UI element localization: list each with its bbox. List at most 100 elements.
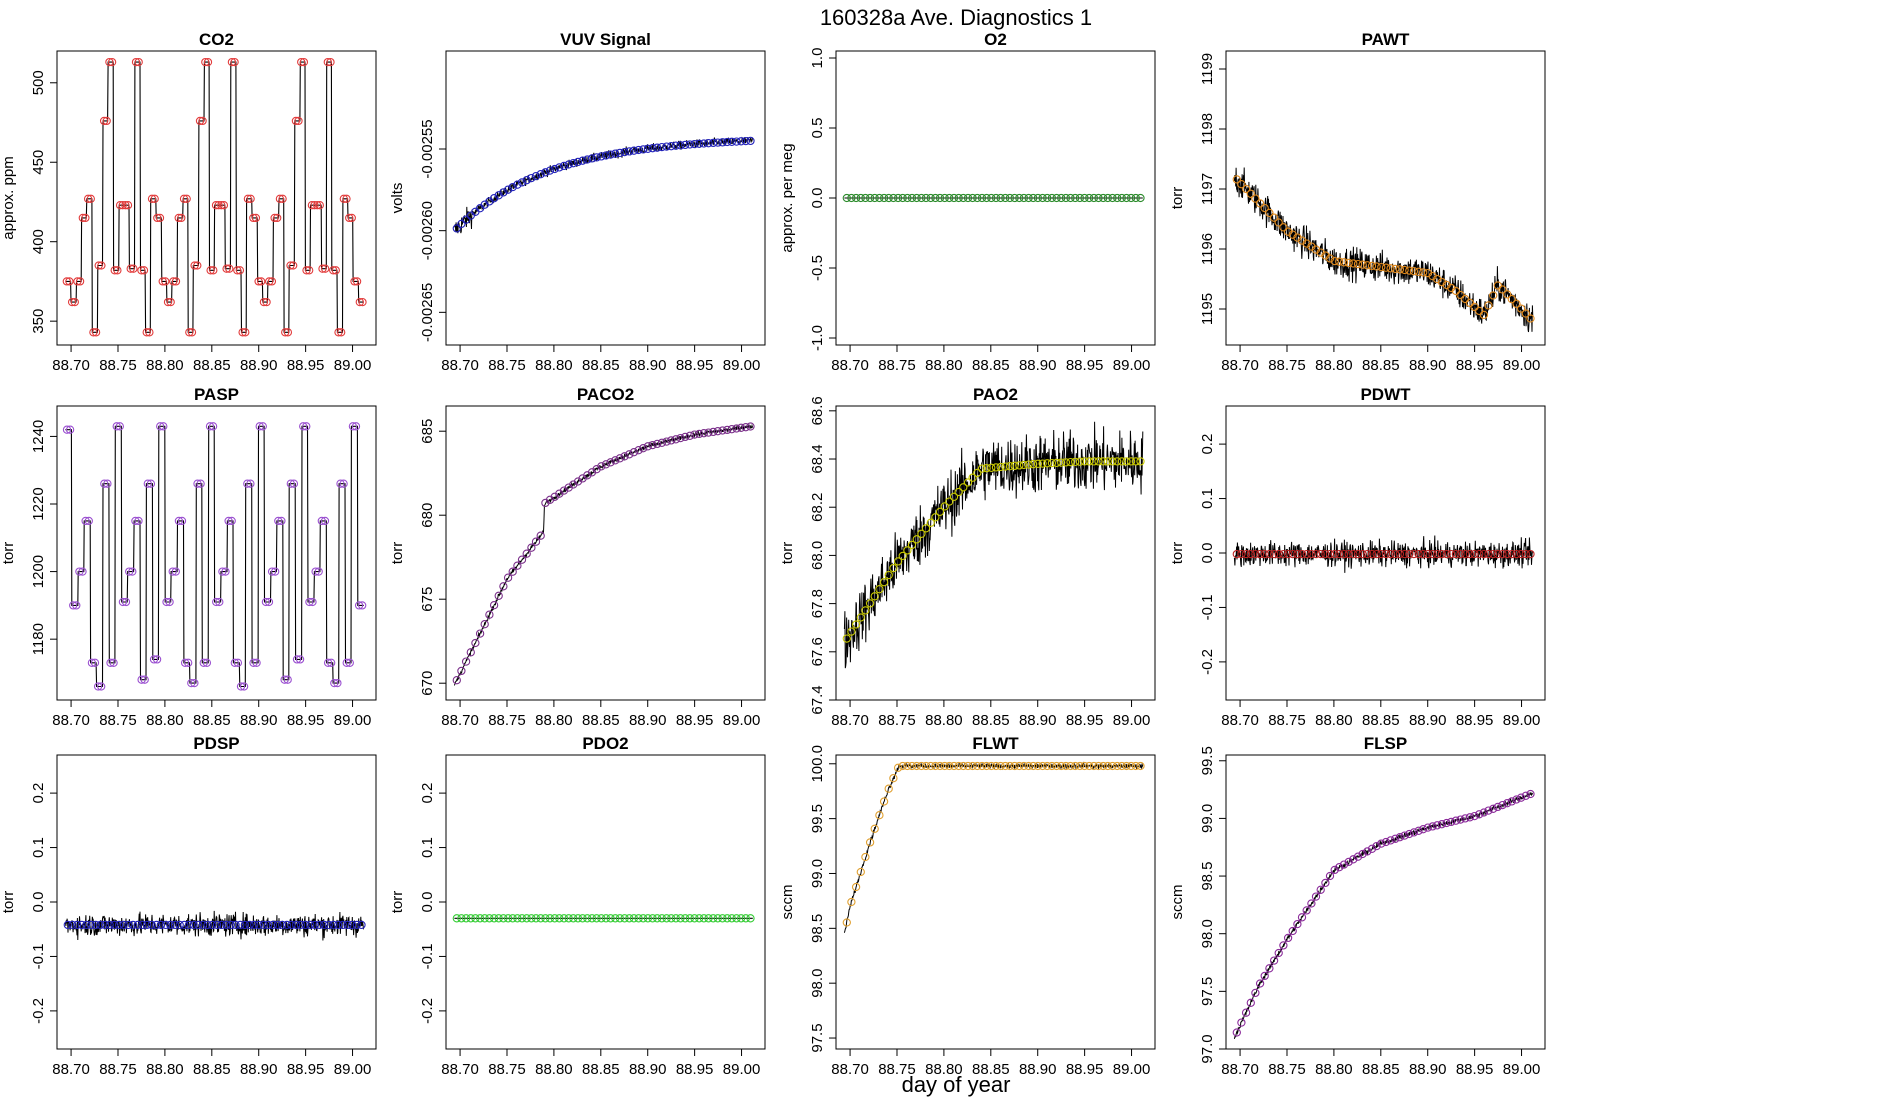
panel-flwt: FLWT 88.70 88.75 88.80 88.85 88.90 88.95 89.00 9… xyxy=(779,734,1156,1078)
data-point xyxy=(1442,818,1451,828)
data-point xyxy=(1099,457,1108,466)
data-point xyxy=(746,914,755,923)
data-point xyxy=(676,914,685,923)
data-point xyxy=(119,920,128,930)
data-point xyxy=(134,516,143,526)
data-point xyxy=(861,606,870,615)
data-point xyxy=(1409,828,1419,837)
data-point xyxy=(879,193,889,203)
data-point xyxy=(196,479,205,488)
data-point xyxy=(1265,549,1274,559)
data-point xyxy=(1001,193,1010,203)
data-point xyxy=(339,479,348,488)
data-point xyxy=(606,150,615,159)
data-point xyxy=(1423,823,1433,832)
data-point xyxy=(1085,761,1094,771)
x-tick-label: 88.75 xyxy=(1268,712,1306,729)
y-tick-label: -1.0 xyxy=(809,325,826,351)
data-point xyxy=(249,658,258,667)
data-point xyxy=(541,914,550,923)
data-point xyxy=(1103,193,1112,203)
y-tick-label: 0.2 xyxy=(1199,434,1216,455)
data-point xyxy=(1512,549,1521,559)
data-point xyxy=(333,678,342,688)
data-point xyxy=(145,328,154,337)
data-point xyxy=(639,914,648,923)
data-point xyxy=(968,193,977,203)
data-point xyxy=(639,444,648,453)
y-tick-label: -0.5 xyxy=(809,255,826,281)
data-point xyxy=(211,201,221,210)
data-point xyxy=(606,914,615,923)
data-point xyxy=(550,914,559,923)
data-point xyxy=(94,261,103,270)
data-point xyxy=(1381,837,1391,847)
data-point xyxy=(1507,797,1516,806)
data-point xyxy=(625,147,634,156)
data-point xyxy=(1099,193,1108,203)
data-point xyxy=(283,328,293,337)
panel-o2: O2 88.70 88.75 88.80 88.85 88.90 88.95 89.00 -1.… xyxy=(779,30,1156,374)
data-point xyxy=(1386,264,1395,273)
data-point xyxy=(987,193,996,203)
x-tick-label: 88.90 xyxy=(629,712,667,729)
data-point xyxy=(667,436,676,445)
data-point xyxy=(452,676,461,685)
data-point xyxy=(236,682,246,691)
data-point xyxy=(1255,199,1265,208)
data-point xyxy=(1489,549,1498,559)
data-point xyxy=(221,567,230,576)
plot-frame xyxy=(445,50,766,346)
data-point xyxy=(522,914,531,923)
data-point xyxy=(1005,761,1015,771)
y-axis-label: approx. per meg xyxy=(779,143,796,252)
data-point xyxy=(513,180,522,189)
data-point xyxy=(1311,892,1321,901)
data-point xyxy=(1335,549,1344,559)
data-point xyxy=(131,57,141,67)
data-point xyxy=(1325,549,1335,559)
data-point xyxy=(1512,299,1521,308)
data-point xyxy=(583,155,592,164)
data-point xyxy=(203,920,212,930)
data-point xyxy=(315,201,324,210)
data-point xyxy=(182,194,191,203)
y-tick-label: 0.0 xyxy=(1199,543,1216,564)
data-point xyxy=(97,261,106,270)
data-point xyxy=(856,613,865,622)
data-point xyxy=(713,138,722,147)
data-point xyxy=(1367,549,1377,559)
data-point xyxy=(494,191,503,200)
data-point xyxy=(107,57,117,67)
data-point xyxy=(133,920,142,930)
data-point xyxy=(870,592,879,601)
data-point xyxy=(1498,549,1507,559)
data-point xyxy=(315,920,324,930)
data-point xyxy=(531,537,541,546)
data-point xyxy=(195,116,205,126)
data-point xyxy=(513,914,522,923)
data-point xyxy=(317,516,326,526)
data-point xyxy=(1255,979,1265,988)
data-point xyxy=(1283,549,1293,559)
data-point xyxy=(861,852,870,862)
data-point xyxy=(1122,457,1131,466)
x-tick-label: 88.90 xyxy=(1019,1061,1057,1078)
data-point xyxy=(1265,964,1274,973)
x-tick-label: 88.95 xyxy=(676,357,714,374)
data-point xyxy=(189,920,198,930)
data-point xyxy=(305,266,314,275)
data-point xyxy=(203,57,213,67)
data-point xyxy=(1419,549,1428,559)
y-tick-label: 0.0 xyxy=(809,188,826,209)
data-point xyxy=(147,194,157,203)
x-tick-label: 88.80 xyxy=(146,712,184,729)
data-point xyxy=(1108,457,1117,466)
data-point xyxy=(587,914,597,923)
data-point xyxy=(690,914,699,923)
data-point xyxy=(124,920,133,930)
data-point xyxy=(917,761,926,771)
panel-title: CO2 xyxy=(199,30,234,49)
data-point xyxy=(1136,761,1145,771)
data-point xyxy=(1283,933,1293,943)
